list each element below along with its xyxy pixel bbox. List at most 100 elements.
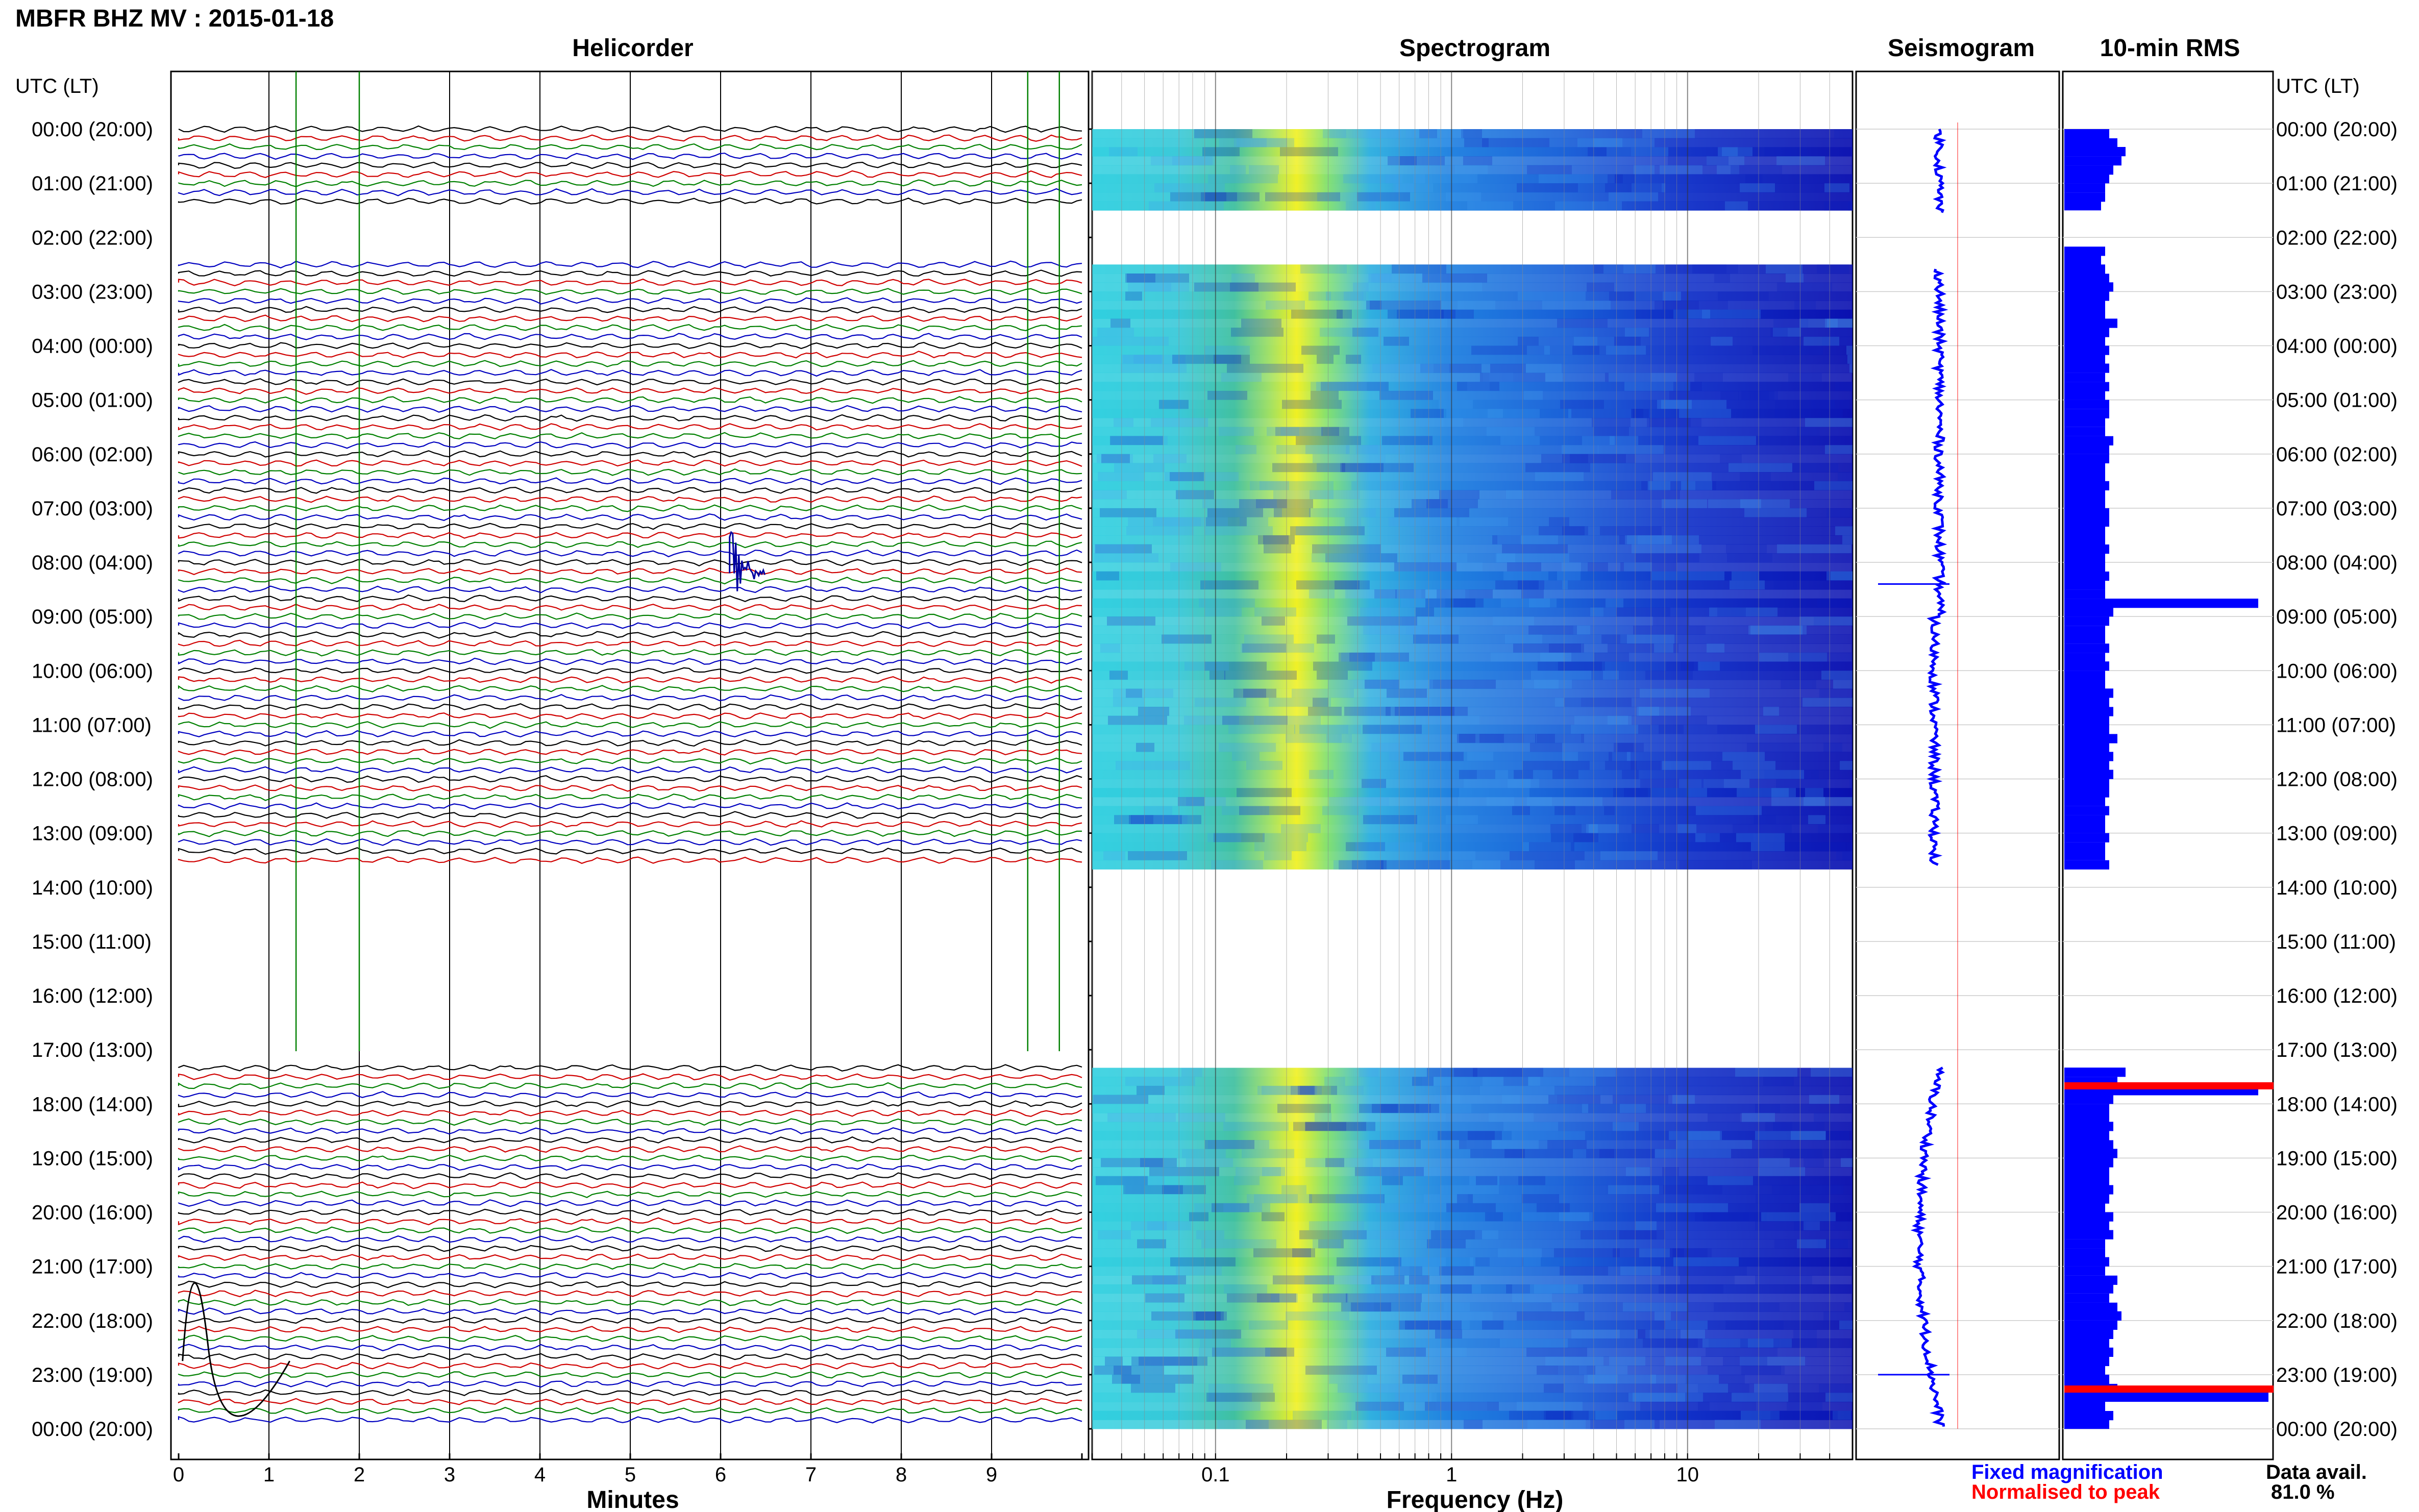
spectrogram-speckle	[1338, 1383, 1412, 1393]
spectrogram-speckle	[1170, 192, 1226, 202]
spectrogram-speckle	[1817, 1131, 1849, 1141]
spectrogram-speckle	[1804, 797, 1853, 807]
spectrogram-speckle	[1568, 409, 1631, 418]
rms-bar	[2064, 490, 2105, 500]
spectrogram-speckle	[1263, 833, 1308, 842]
spectrogram-speckle	[1649, 418, 1701, 428]
spectrogram-row	[1092, 725, 1853, 734]
spectrogram-speckle	[1329, 797, 1389, 807]
rms-bar	[2064, 1113, 2109, 1123]
spectrogram-speckle	[1773, 328, 1801, 337]
spectrogram-speckle	[1544, 1410, 1589, 1420]
rms-bar	[2064, 553, 2105, 563]
spectrogram-speckle	[1518, 336, 1574, 346]
spectrogram-speckle	[1437, 589, 1493, 599]
spectrogram-speckle	[1609, 192, 1658, 202]
spectrogram-speckle	[1105, 1356, 1123, 1366]
spectrogram-speckle	[1506, 490, 1523, 500]
spectrogram-speckle	[1094, 553, 1158, 563]
spectrogram-speckle	[1176, 1266, 1222, 1276]
rms-bar	[2064, 454, 2109, 463]
spectrogram-speckle	[1741, 1366, 1785, 1375]
time-label-right: 17:00 (13:00)	[2276, 1039, 2398, 1061]
spectrogram-speckle	[1826, 571, 1853, 581]
helicorder-trace	[178, 1118, 1082, 1126]
spectrogram-row	[1092, 427, 1853, 436]
spectrogram-row	[1092, 1383, 1853, 1393]
spectrogram-speckle	[1620, 562, 1677, 572]
spectrogram-speckle	[1393, 183, 1433, 193]
helicorder-title: Helicorder	[572, 35, 693, 62]
spectrogram-speckle	[1707, 643, 1724, 653]
spectrogram-speckle	[1745, 174, 1763, 184]
rms-bar	[2064, 742, 2109, 752]
spectrogram-speckle	[1239, 806, 1300, 815]
spectrogram-speckle	[1459, 1140, 1492, 1150]
spectrogram-speckle	[1736, 833, 1785, 842]
spectrogram-gridlines	[1092, 71, 1830, 1459]
spectrogram-speckle	[1110, 436, 1163, 445]
spectrogram-speckle	[1234, 1176, 1260, 1185]
spectrogram-speckle	[1490, 1257, 1541, 1267]
spectrogram-speckle	[1109, 147, 1138, 157]
spectrogram-row	[1092, 1356, 1853, 1366]
spectrogram-speckle	[1497, 553, 1515, 563]
spectrogram-speckle	[1357, 192, 1410, 202]
helicorder-trace	[178, 1127, 1082, 1135]
spectrogram-speckle	[1414, 363, 1449, 374]
spectrogram-speckle	[1093, 490, 1127, 500]
time-label-left: 04:00 (00:00)	[32, 335, 153, 358]
spectrogram-speckle	[1212, 1347, 1287, 1357]
helicorder-trace	[178, 1389, 1082, 1396]
spectrogram-speckle	[1823, 742, 1842, 752]
spectrogram-speckle	[1391, 1266, 1410, 1276]
spectrogram-speckle	[1618, 742, 1644, 752]
rms-bar	[2064, 634, 2105, 644]
spectrogram-speckle	[1506, 1284, 1530, 1294]
helicorder-trace	[178, 188, 1082, 196]
spectrogram-speckle	[1681, 481, 1712, 490]
rms-bar	[2064, 752, 2113, 761]
spectrogram-speckle	[1747, 742, 1801, 752]
page-title: MBFR BHZ MV : 2015-01-18	[15, 5, 334, 32]
spectrogram-speckle	[1468, 1131, 1502, 1141]
spectrogram-row	[1092, 274, 1853, 283]
minute-tick-label: 7	[805, 1464, 817, 1486]
spectrogram-speckle	[1555, 201, 1594, 211]
helicorder-trace	[178, 296, 1082, 305]
helicorder-trace	[178, 197, 1082, 205]
spectrogram-speckle	[1233, 688, 1266, 698]
spectrogram-speckle	[1467, 201, 1513, 211]
spectrogram-speckle	[1732, 1393, 1788, 1402]
spectrogram-speckle	[1123, 1185, 1183, 1195]
helicorder-trace	[178, 649, 1082, 657]
spectrogram-speckle	[1273, 1275, 1334, 1285]
rms-bar	[2064, 1185, 2113, 1195]
spectrogram-speckle	[1733, 824, 1792, 834]
rms-bar	[2064, 842, 2105, 852]
spectrogram-speckle	[1195, 698, 1246, 707]
spectrogram-speckle	[1310, 490, 1360, 500]
spectrogram-speckle	[1346, 445, 1378, 455]
spectrogram-speckle	[1444, 1302, 1470, 1312]
helicorder-trace	[178, 477, 1082, 485]
spectrogram-speckle	[1127, 274, 1155, 283]
spectrogram-speckle	[1552, 770, 1578, 779]
spectrogram-speckle	[1535, 472, 1584, 482]
spectrogram-row	[1092, 788, 1853, 798]
spectrogram-speckle	[1628, 1393, 1685, 1402]
seismogram-panel	[1855, 70, 2060, 1460]
spectrogram-row	[1092, 535, 1853, 545]
spectrogram-speckle	[1396, 183, 1414, 193]
spectrogram-speckle	[1202, 147, 1240, 157]
spectrogram-speckle	[1557, 318, 1608, 328]
spectrogram-speckle	[1230, 165, 1246, 175]
spectrogram-speckle	[1811, 1068, 1852, 1077]
spectrogram-speckle	[1264, 851, 1292, 861]
minute-tick-label: 8	[896, 1464, 907, 1486]
spectrogram-speckle	[1752, 345, 1823, 355]
rms-bar	[2064, 1338, 2109, 1348]
rms-bar	[2064, 562, 2105, 572]
spectrogram-speckle	[1740, 472, 1771, 482]
rms-bar	[2064, 680, 2105, 689]
